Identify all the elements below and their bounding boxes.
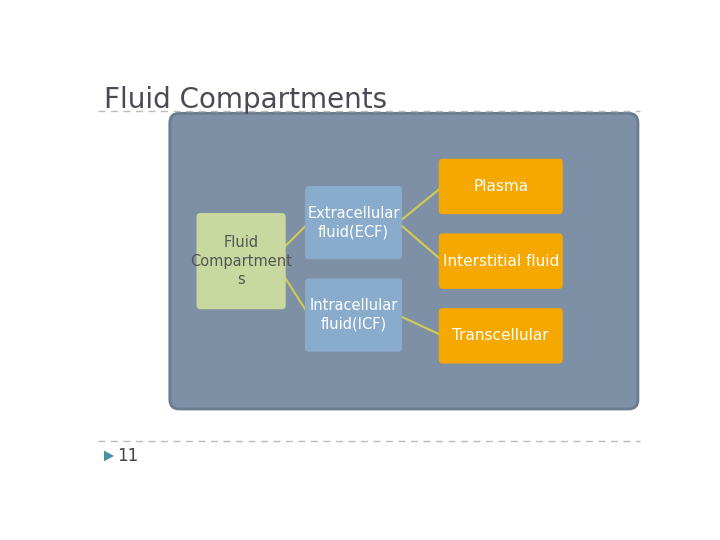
- Text: Fluid
Compartment
s: Fluid Compartment s: [190, 235, 292, 287]
- FancyBboxPatch shape: [197, 213, 286, 309]
- FancyBboxPatch shape: [438, 159, 563, 214]
- Text: Extracellular
fluid(ECF): Extracellular fluid(ECF): [307, 206, 400, 239]
- FancyBboxPatch shape: [305, 279, 402, 352]
- FancyBboxPatch shape: [438, 308, 563, 363]
- Text: 11: 11: [117, 447, 138, 465]
- FancyBboxPatch shape: [305, 186, 402, 259]
- Text: Fluid Compartments: Fluid Compartments: [104, 86, 387, 114]
- Polygon shape: [104, 450, 114, 461]
- FancyBboxPatch shape: [438, 233, 563, 289]
- Text: Transcellular: Transcellular: [452, 328, 549, 343]
- FancyBboxPatch shape: [170, 113, 638, 409]
- Text: Plasma: Plasma: [473, 179, 528, 194]
- Text: Interstitial fluid: Interstitial fluid: [443, 254, 559, 268]
- Text: Intracellular
fluid(ICF): Intracellular fluid(ICF): [310, 298, 397, 332]
